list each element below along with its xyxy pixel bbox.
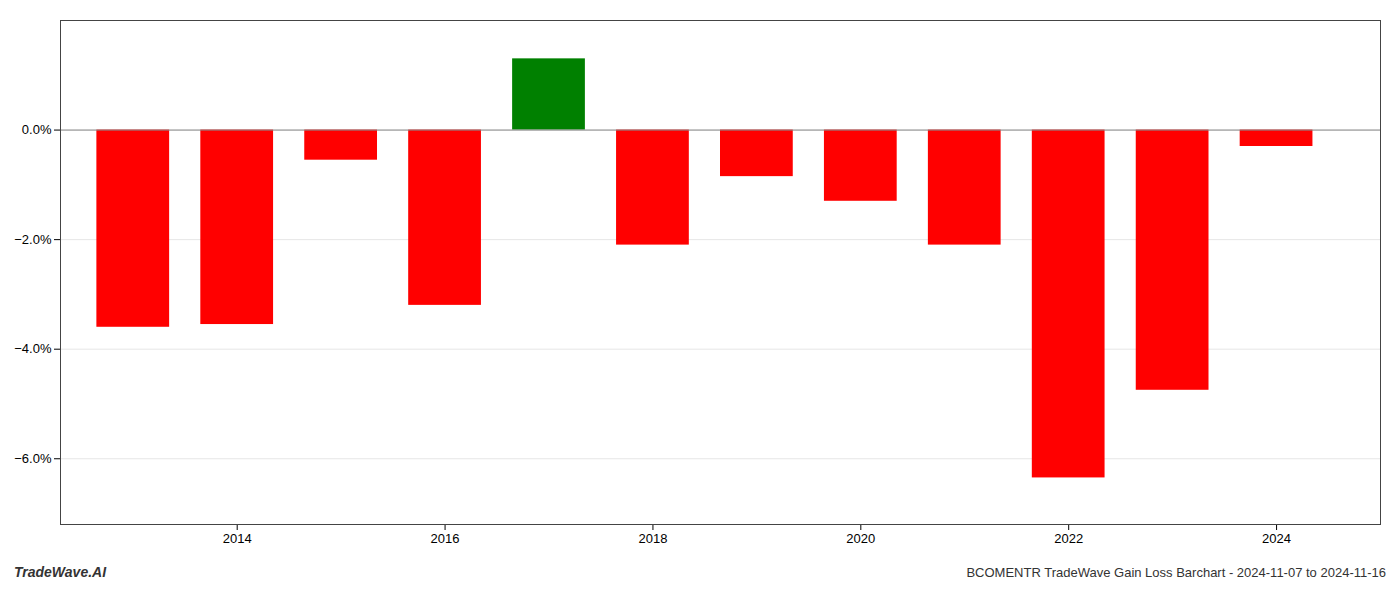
svg-text:2016: 2016 [431,531,460,546]
svg-text:−6.0%: −6.0% [14,451,52,466]
svg-text:2022: 2022 [1054,531,1083,546]
svg-text:−4.0%: −4.0% [14,341,52,356]
svg-text:2020: 2020 [846,531,875,546]
svg-text:2024: 2024 [1262,531,1291,546]
html-text:TradeWave.AI: TradeWave.AI [14,564,107,580]
svg-text:−2.0%: −2.0% [14,232,52,247]
svg-text:2014: 2014 [223,531,252,546]
svg-text:0.0%: 0.0% [22,122,52,137]
html-text:BCOMENTR TradeWave Gain Loss B: BCOMENTR TradeWave Gain Loss Barchart - … [966,565,1386,580]
svg-text:2018: 2018 [638,531,667,546]
